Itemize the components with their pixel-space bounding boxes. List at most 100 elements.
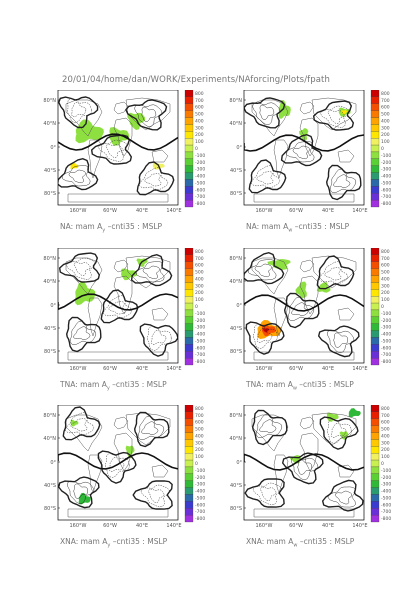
shaded-anomaly xyxy=(261,324,276,337)
colorbar-label: -400 xyxy=(381,174,391,180)
colorbar-swatch xyxy=(370,453,380,461)
caption-suffix: –cnti35 : MSLP xyxy=(110,537,168,546)
colorbar-swatch xyxy=(184,357,194,366)
caption-text: NA: mam A xyxy=(60,222,103,231)
colorbar-label: 0 xyxy=(195,304,198,310)
colorbar-label: 0 xyxy=(195,461,198,467)
colorbar-label: -100 xyxy=(195,153,205,159)
colorbar-swatch xyxy=(184,131,194,139)
caption-text: NA: mam A xyxy=(246,222,289,231)
colorbar-swatch xyxy=(370,494,380,502)
shaded-anomaly xyxy=(340,110,348,115)
colorbar-label: -600 xyxy=(195,345,205,351)
colorbar-swatch xyxy=(184,282,194,290)
panel-caption: XNA: mam Ay –cnti35 : MSLP xyxy=(60,537,167,549)
colorbar-label: 400 xyxy=(381,433,390,439)
colorbar-swatch xyxy=(184,473,194,481)
lat-tick-label: 80°S xyxy=(230,349,242,355)
lon-tick-label: 60°W xyxy=(289,523,303,529)
coastline xyxy=(151,307,169,321)
coastline xyxy=(253,193,355,203)
shaded-anomaly xyxy=(78,492,91,505)
shaded-anomaly xyxy=(75,281,96,306)
coastline xyxy=(87,454,103,494)
colorbar-label: 800 xyxy=(195,249,204,255)
colorbar-swatch xyxy=(184,289,194,297)
colorbar-swatch xyxy=(184,459,194,468)
panel-caption: NA: mam Aw –cnti35 : MSLP xyxy=(246,222,349,234)
colorbar-swatch xyxy=(184,494,194,502)
caption-suffix: –cnti35 : MSLP xyxy=(296,380,354,389)
lat-tick-label: 40°S xyxy=(44,483,56,489)
shaded-anomaly xyxy=(75,119,104,144)
colorbar-label: -400 xyxy=(195,489,205,495)
lat-tick-label: 80°N xyxy=(43,256,56,262)
lon-tick-label: 160°W xyxy=(70,523,87,529)
colorbar: 8007006005004003002001000-100-200-300-40… xyxy=(184,405,205,523)
mslp-contours xyxy=(58,252,178,357)
colorbar-swatch xyxy=(370,172,380,180)
coastline xyxy=(299,259,315,273)
caption-text: XNA: mam A xyxy=(246,537,294,546)
shaded-anomaly xyxy=(326,412,339,422)
colorbar-swatch xyxy=(370,330,380,338)
colorbar-label: 300 xyxy=(381,440,390,446)
colorbar-swatch xyxy=(370,248,380,256)
colorbar-swatch xyxy=(184,248,194,256)
coastline xyxy=(299,275,319,315)
lon-tick-label: 60°W xyxy=(103,523,117,529)
lat-tick-label: 40°S xyxy=(230,326,242,332)
lon-tick-label: 40°E xyxy=(136,366,148,372)
lat-tick-label: 40°S xyxy=(230,168,242,174)
coastline xyxy=(299,101,315,115)
lat-tick-label: 80°S xyxy=(230,506,242,512)
coastline xyxy=(113,416,129,430)
coastline xyxy=(337,464,355,478)
colorbar-swatch xyxy=(184,268,194,276)
colorbar-label: 500 xyxy=(381,270,390,276)
colorbar-label: 400 xyxy=(195,118,204,124)
colorbar-label: 800 xyxy=(381,91,390,97)
colorbar-swatch xyxy=(370,110,380,118)
coastline xyxy=(113,259,129,273)
colorbar-label: -400 xyxy=(381,332,391,338)
colorbar-swatch xyxy=(370,96,380,104)
colorbar-label: 200 xyxy=(195,447,204,453)
coastline xyxy=(337,149,355,163)
colorbar-swatch xyxy=(370,446,380,454)
colorbar-swatch xyxy=(370,357,380,366)
colorbar-swatch xyxy=(184,124,194,132)
colorbar-swatch xyxy=(370,309,380,317)
colorbar-label: 600 xyxy=(195,420,204,426)
colorbar-label: 200 xyxy=(195,290,204,296)
colorbar-label: 800 xyxy=(381,406,390,412)
coastline xyxy=(67,193,169,203)
lon-tick-label: 140°E xyxy=(166,208,181,214)
lat-tick-label: 80°N xyxy=(229,98,242,104)
mslp-contours xyxy=(58,96,178,196)
colorbar-label: 600 xyxy=(381,105,390,111)
colorbar-swatch xyxy=(370,302,380,311)
colorbar-swatch xyxy=(370,480,380,488)
lat-tick-label: 0° xyxy=(50,145,56,151)
colorbar-label: -800 xyxy=(381,201,391,207)
lon-tick-label: 140°E xyxy=(166,366,181,372)
map-panel-xna-right: 80°N 40°N 0° 40°S 80°S 160°W 60°W 40°E 140°E 800 7… xyxy=(228,405,414,580)
mslp-contours xyxy=(244,409,364,512)
colorbar-swatch xyxy=(184,425,194,433)
colorbar-swatch xyxy=(370,144,380,153)
lon-tick-label: 40°E xyxy=(322,523,334,529)
colorbar-label: -700 xyxy=(381,194,391,200)
colorbar-label: 700 xyxy=(195,256,204,262)
coastline xyxy=(299,416,315,430)
shaded-anomaly xyxy=(267,259,291,270)
colorbar-swatch xyxy=(370,254,380,262)
colorbar-swatch xyxy=(370,103,380,111)
colorbar-swatch xyxy=(184,110,194,118)
colorbar-swatch xyxy=(184,337,194,345)
lat-tick-label: 40°S xyxy=(44,326,56,332)
colorbar-label: -600 xyxy=(381,187,391,193)
colorbar-swatch xyxy=(184,323,194,331)
shaded-anomaly xyxy=(121,268,137,281)
